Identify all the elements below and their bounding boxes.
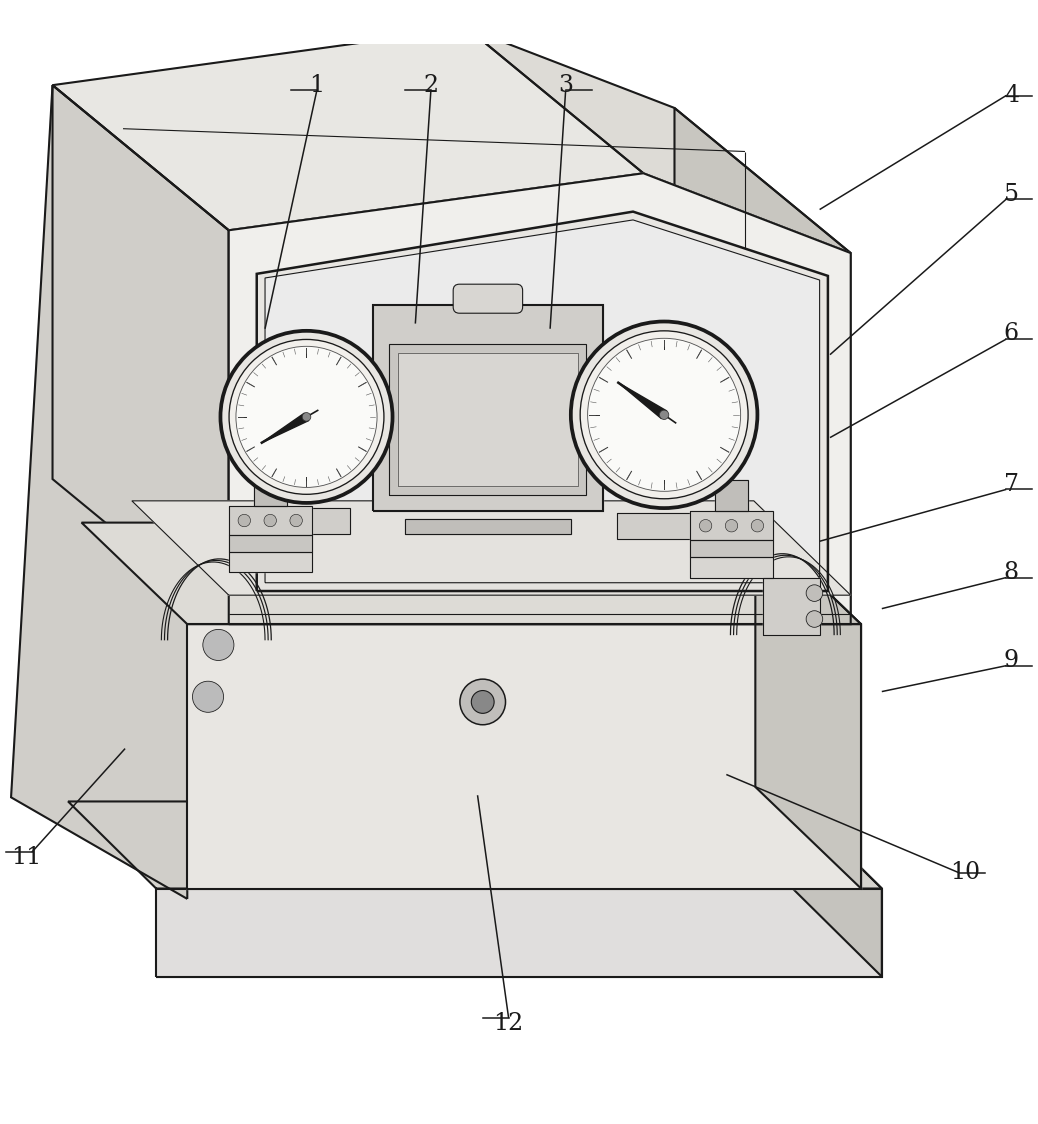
Circle shape — [238, 515, 250, 527]
Circle shape — [659, 410, 668, 419]
Text: 3: 3 — [558, 74, 573, 97]
Text: 2: 2 — [424, 74, 438, 97]
Circle shape — [264, 515, 276, 527]
Polygon shape — [398, 353, 578, 487]
Circle shape — [229, 339, 384, 495]
Circle shape — [290, 515, 302, 527]
Text: 5: 5 — [1004, 182, 1019, 206]
FancyBboxPatch shape — [454, 284, 522, 314]
Polygon shape — [53, 28, 644, 230]
Text: 12: 12 — [493, 1012, 524, 1035]
Polygon shape — [756, 523, 862, 889]
Text: 10: 10 — [950, 861, 980, 885]
Polygon shape — [228, 173, 851, 624]
Circle shape — [471, 690, 494, 714]
Text: 9: 9 — [1004, 649, 1019, 672]
Polygon shape — [69, 801, 882, 889]
Polygon shape — [690, 556, 773, 578]
Circle shape — [220, 330, 392, 502]
Circle shape — [460, 679, 506, 725]
Circle shape — [807, 610, 823, 627]
Polygon shape — [82, 523, 862, 624]
Polygon shape — [618, 514, 711, 540]
Polygon shape — [763, 578, 820, 635]
Circle shape — [302, 413, 310, 422]
Polygon shape — [156, 889, 882, 977]
Circle shape — [700, 519, 712, 532]
Circle shape — [807, 584, 823, 601]
Polygon shape — [690, 511, 773, 541]
Polygon shape — [228, 506, 311, 535]
Circle shape — [588, 338, 741, 491]
Text: 6: 6 — [1004, 323, 1019, 345]
Polygon shape — [11, 85, 228, 899]
Circle shape — [202, 629, 234, 661]
Circle shape — [580, 330, 748, 499]
Polygon shape — [389, 344, 586, 495]
Circle shape — [752, 519, 764, 532]
Polygon shape — [228, 535, 311, 552]
Text: 11: 11 — [11, 846, 42, 869]
Polygon shape — [265, 220, 820, 582]
Polygon shape — [132, 501, 851, 596]
Polygon shape — [53, 85, 228, 624]
Polygon shape — [715, 480, 748, 511]
Polygon shape — [187, 624, 862, 889]
Text: 1: 1 — [309, 74, 325, 97]
Circle shape — [726, 519, 738, 532]
Circle shape — [192, 681, 223, 713]
Polygon shape — [262, 414, 308, 443]
Polygon shape — [256, 211, 828, 591]
Polygon shape — [264, 508, 350, 534]
Polygon shape — [373, 305, 603, 511]
Circle shape — [236, 346, 377, 488]
Polygon shape — [405, 519, 571, 534]
Polygon shape — [228, 552, 311, 572]
Polygon shape — [467, 28, 851, 253]
Polygon shape — [794, 801, 882, 977]
Polygon shape — [253, 475, 286, 506]
Text: 4: 4 — [1004, 84, 1019, 107]
Text: 7: 7 — [1004, 473, 1019, 496]
Polygon shape — [619, 382, 666, 418]
Polygon shape — [675, 108, 851, 624]
Circle shape — [571, 321, 758, 508]
Polygon shape — [690, 541, 773, 556]
Text: 8: 8 — [1004, 561, 1019, 583]
